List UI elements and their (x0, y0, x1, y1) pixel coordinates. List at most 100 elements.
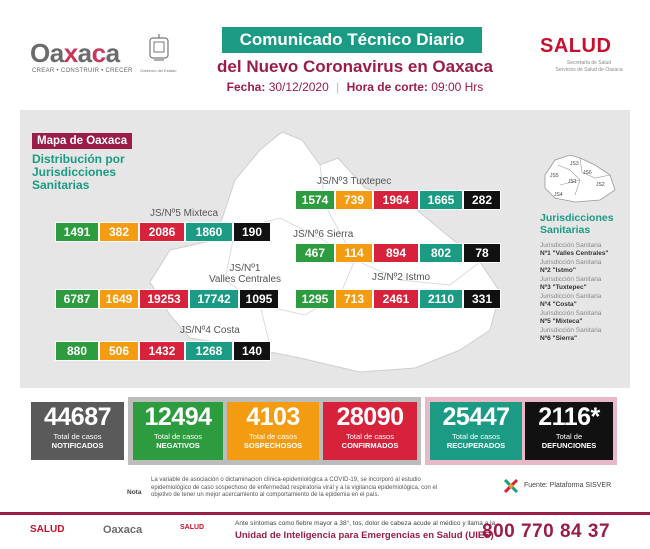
mini-label-js6: JS6 (583, 170, 592, 176)
hora-value: 09:00 Hrs (431, 80, 484, 94)
oaxaca-logo: Oaxaca (30, 38, 120, 68)
tuxtepec-recuperados: 1665 (419, 190, 463, 210)
total-confirmados: 28090 Total de casos CONFIRMADOS (323, 402, 417, 460)
sierra-defunciones: 78 (463, 243, 501, 263)
legend-title: Jurisdicciones Sanitarias (540, 212, 614, 236)
costa-recuperados: 1268 (185, 341, 233, 361)
jurisdictions-mini-map: JS5 JS3 JS6 JS1 JS2 JS4 (544, 154, 616, 203)
costa-confirmados: 1432 (139, 341, 185, 361)
map-badge: Mapa de Oaxaca (32, 133, 133, 149)
istmo-negativos: 1295 (295, 289, 335, 309)
mixteca-sospechosos: 382 (99, 222, 139, 242)
label-sierra: JS/Nº6 Sierra (293, 229, 354, 240)
total-confirmados-label: Total de casos (346, 432, 394, 441)
legend-item-1: Jurisdicción Sanitaria Nº1 "Valles Centra… (540, 242, 632, 257)
istmo-confirmados: 2461 (373, 289, 419, 309)
legend-name: Nº6 "Sierra" (540, 334, 578, 342)
total-negativos-label: Total de casos (154, 432, 202, 441)
row-mixteca: 1491 382 2086 1860 190 (55, 222, 271, 242)
legend-item-5: Jurisdicción Sanitaria Nº5 "Mixteca" (540, 310, 632, 325)
legend-name: Nº2 "Istmo" (540, 266, 576, 274)
total-sospechosos-value: 4103 (246, 403, 300, 431)
total-sospechosos-title: SOSPECHOSOS (243, 441, 303, 450)
istmo-defunciones: 331 (463, 289, 501, 309)
map-subtitle: Distribución por Jurisdicciones Sanitari… (32, 152, 125, 192)
legend-name: Nº5 "Mixteca" (540, 317, 583, 325)
legend-item-6: Jurisdicción Sanitaria Nº6 "Sierra" (540, 327, 632, 342)
salud-sub-line-2: Servicios de Salud de Oaxaca (555, 67, 623, 73)
total-notificados-title: NOTIFICADOS (51, 441, 104, 450)
sierra-sospechosos: 114 (335, 243, 373, 263)
salud-logo: SALUD (540, 35, 612, 57)
total-negativos: 12494 Total de casos NEGATIVOS (133, 402, 223, 460)
row-tuxtepec: 1574 739 1964 1665 282 (295, 190, 501, 210)
label-tuxtepec: JS/Nº3 Tuxtepec (317, 176, 392, 187)
separator: | (336, 80, 340, 94)
costa-defunciones: 140 (233, 341, 271, 361)
mini-label-js2: JS2 (596, 182, 605, 188)
total-recuperados-title: RECUPERADOS (446, 441, 506, 450)
valles-recuperados: 17742 (189, 289, 239, 309)
footer-salud-logo: SALUD (30, 524, 65, 535)
total-notificados-label: Total de casos (53, 432, 102, 441)
total-recuperados: 25447 Total de casos RECUPERADOS (430, 402, 522, 460)
legend-prefix: Jurisdicción Sanitaria (540, 293, 602, 300)
total-sospechosos-label: Total de casos (249, 432, 297, 441)
total-notificados: 44687 Total de casos NOTIFICADOS (31, 402, 124, 460)
sisver-platform-icon (503, 478, 519, 494)
valles-sospechosos: 1649 (99, 289, 139, 309)
mixteca-defunciones: 190 (233, 222, 271, 242)
legend-name: Nº4 "Costa" (540, 300, 577, 308)
legend-prefix: Jurisdicción Sanitaria (540, 276, 602, 283)
label-valles-centrales: JS/Nº1 Valles Centrales (195, 263, 295, 285)
mixteca-negativos: 1491 (55, 222, 99, 242)
total-defunciones-label: Total de (555, 432, 583, 441)
valles-confirmados: 19253 (139, 289, 189, 309)
legend-prefix: Jurisdicción Sanitaria (540, 259, 602, 266)
sierra-confirmados: 894 (373, 243, 419, 263)
legend-prefix: Jurisdicción Sanitaria (540, 327, 602, 334)
source-label: Fuente: Plataforma SISVER (524, 482, 612, 489)
legend-item-3: Jurisdicción Sanitaria Nº3 "Tuxtepec" (540, 276, 632, 291)
total-recuperados-value: 25447 (442, 403, 510, 431)
costa-negativos: 880 (55, 341, 99, 361)
row-costa: 880 506 1432 1268 140 (55, 341, 271, 361)
total-notificados-value: 44687 (43, 403, 112, 431)
note-text: La variable de asociación o dictaminacio… (151, 477, 438, 498)
valles-negativos: 6787 (55, 289, 99, 309)
valles-defunciones: 1095 (239, 289, 279, 309)
footer (0, 512, 650, 549)
footer-salud-logo-2: SALUD (180, 524, 205, 531)
legend-item-2: Jurisdicción Sanitaria Nº2 "Istmo" (540, 259, 632, 274)
total-confirmados-title: CONFIRMADOS (341, 441, 399, 450)
note-label: Nota (127, 489, 142, 496)
total-confirmados-value: 28090 (336, 403, 404, 431)
salud-subtitle: Secretaría de Salud Servicios de Salud d… (534, 60, 644, 74)
total-negativos-title: NEGATIVOS (156, 441, 200, 450)
mini-label-js3: JS3 (570, 161, 579, 167)
state-seal-icon (149, 34, 169, 61)
fecha-label: Fecha: (226, 80, 266, 94)
valles-label-line-2: Valles Centrales (208, 274, 282, 285)
oaxaca-tagline: CREAR • CONSTRUIR • CRECER (32, 68, 133, 74)
total-defunciones: 2116* Total de DEFUNCIONES (525, 402, 613, 460)
footer-advice: Ante síntomas como fiebre mayor a 38°, t… (235, 520, 496, 527)
footer-phone: 800 770 84 37 (482, 521, 611, 542)
label-costa: JS/Nº4 Costa (180, 325, 240, 336)
istmo-sospechosos: 713 (335, 289, 373, 309)
footer-oaxaca-logo: Oaxaca (103, 524, 143, 536)
total-defunciones-value: 2116* (538, 403, 600, 431)
footer-unit: Unidad de Inteligencia para Emergencias … (235, 530, 494, 541)
sierra-recuperados: 802 (419, 243, 463, 263)
mini-label-js4: JS4 (554, 192, 563, 198)
label-mixteca: JS/Nº5 Mixteca (150, 208, 219, 219)
tuxtepec-confirmados: 1964 (373, 190, 419, 210)
legend-item-4: Jurisdicción Sanitaria Nº4 "Costa" (540, 293, 632, 308)
total-recuperados-label: Total de casos (452, 432, 500, 441)
total-defunciones-title: DEFUNCIONES (541, 441, 597, 450)
tuxtepec-defunciones: 282 (463, 190, 501, 210)
legend-prefix: Jurisdicción Sanitaria (540, 310, 602, 317)
costa-sospechosos: 506 (99, 341, 139, 361)
row-sierra: 467 114 894 802 78 (295, 243, 501, 263)
